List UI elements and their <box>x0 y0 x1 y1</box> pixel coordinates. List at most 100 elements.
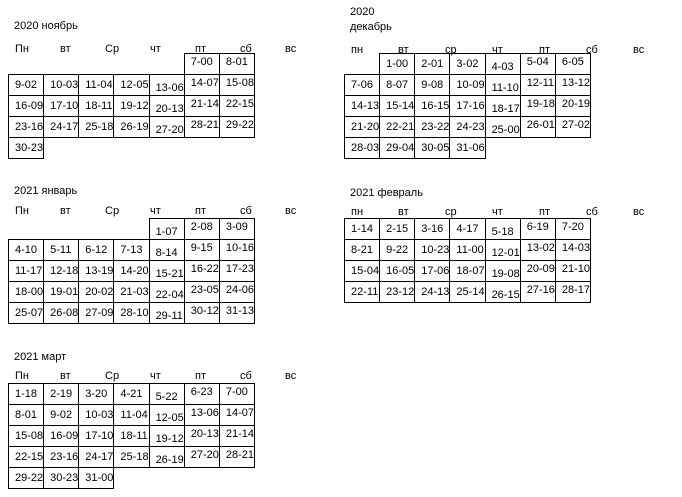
shift-table: 7-00 8-01 9-02 10-03 11-04 12-05 13-06 14-07 15-… <box>7 53 255 159</box>
shift-cell: 14-07 <box>183 74 220 96</box>
weekday-header-wed: ср <box>445 206 457 218</box>
shift-cell: 20-02 <box>78 281 115 303</box>
weekday-header-thu: чт <box>150 205 161 217</box>
shift-cell: 5-18 <box>484 218 521 240</box>
weekday-header-tue: вт <box>60 43 71 55</box>
shift-cell: 25-00 <box>484 116 521 138</box>
weekday-header-row: Пн вт Ср чт пт сб вс <box>8 43 323 55</box>
shift-cell: 7-00 <box>183 53 220 75</box>
shift-cell: 31-06 <box>449 137 486 159</box>
weekday-header-tue: вт <box>60 370 71 382</box>
weekday-header-sat: сб <box>240 370 252 382</box>
empty-cell <box>114 138 149 159</box>
week-row: 4-10 5-11 6-12 7-13 8-14 9-15 10-16 <box>7 239 255 261</box>
shift-cell: 7-06 <box>343 74 381 96</box>
shift-cell: 25-14 <box>449 281 486 303</box>
weekday-header-wed: Ср <box>105 205 120 217</box>
shift-cell: 14-03 <box>554 239 591 261</box>
shift-cell: 7-20 <box>554 218 591 240</box>
shift-cell: 1-07 <box>148 218 185 240</box>
empty-cell <box>44 54 79 75</box>
empty-cell <box>114 54 149 75</box>
shift-cell: 17-10 <box>78 425 115 447</box>
shift-cell: 21-10 <box>554 260 591 282</box>
shift-cell: 10-16 <box>218 239 255 261</box>
shift-cell: 19-12 <box>113 95 150 117</box>
shift-cell: 19-01 <box>43 281 80 303</box>
shift-cell: 17-10 <box>43 95 80 117</box>
shift-cell: 31-13 <box>218 302 255 324</box>
shift-cell: 3-20 <box>78 383 115 405</box>
shift-cell: 2-19 <box>43 383 80 405</box>
shift-cell: 1-14 <box>343 218 381 240</box>
shift-cell: 16-09 <box>7 95 45 117</box>
shift-cell: 12-01 <box>484 239 521 261</box>
shift-cell: 4-17 <box>449 218 486 240</box>
empty-cell <box>79 138 114 159</box>
shift-cell: 15-08 <box>218 74 255 96</box>
empty-cell <box>79 219 114 240</box>
shift-cell: 29-11 <box>148 302 185 324</box>
shift-cell: 16-15 <box>414 95 451 117</box>
shift-cell: 25-18 <box>78 116 115 138</box>
weekday-header-fri: пт <box>195 43 206 55</box>
shift-cell: 27-20 <box>148 116 185 138</box>
shift-cell: 20-13 <box>183 425 220 447</box>
shift-cell: 4-03 <box>484 53 521 75</box>
shift-cell: 26-08 <box>43 302 80 324</box>
shift-cell: 3-16 <box>414 218 451 240</box>
empty-cell <box>114 219 149 240</box>
shift-cell: 20-09 <box>519 260 556 282</box>
shift-cell: 22-11 <box>343 281 381 303</box>
shift-cell: 10-09 <box>449 74 486 96</box>
shift-cell: 13-12 <box>554 74 591 96</box>
week-row: 21-20 22-21 23-22 24-23 25-00 26-01 27-02 <box>343 116 591 138</box>
shift-cell: 23-16 <box>7 116 45 138</box>
shift-cell: 6-05 <box>554 53 591 75</box>
weekday-header-wed: Ср <box>105 370 120 382</box>
weekday-header-sat: сб <box>240 205 252 217</box>
month-title: 2021 март <box>14 351 67 363</box>
weekday-header-wed: ср <box>445 44 457 56</box>
empty-cell <box>44 138 79 159</box>
shift-cell: 12-18 <box>43 260 80 282</box>
shift-cell: 15-21 <box>148 260 185 282</box>
week-row: 25-07 26-08 27-09 28-10 29-11 30-12 31-13 <box>7 302 255 324</box>
month-title: 2021 февраль <box>350 187 423 199</box>
shift-cell: 26-15 <box>484 281 521 303</box>
week-row: 8-01 9-02 10-03 11-04 12-05 13-06 14-07 <box>7 404 255 426</box>
shift-cell: 16-22 <box>183 260 220 282</box>
shift-cell: 28-03 <box>343 137 381 159</box>
shift-cell: 4-10 <box>7 239 45 261</box>
shift-cell: 24-06 <box>218 281 255 303</box>
shift-cell: 23-12 <box>379 281 416 303</box>
week-row: 22-15 23-16 24-17 25-18 26-19 27-20 28-21 <box>7 446 255 468</box>
shift-cell: 30-12 <box>183 302 220 324</box>
weekday-header-mon: Пн <box>15 370 29 382</box>
week-row: 1-18 2-19 3-20 4-21 5-22 6-23 7-00 <box>7 383 255 405</box>
weekday-header-row: Пн вт Ср чт пт сб вс <box>8 205 323 217</box>
shift-cell: 9-22 <box>379 239 416 261</box>
weekday-header-fri: пт <box>195 205 206 217</box>
weekday-header-row: пн вт ср чт пт сб вс <box>344 44 673 56</box>
month-title: 2020 ноябрь <box>14 20 78 32</box>
empty-cell <box>149 54 184 75</box>
shift-cell: 19-12 <box>148 425 185 447</box>
empty-cell <box>149 138 184 159</box>
shift-cell: 18-07 <box>449 260 486 282</box>
weekday-header-thu: чт <box>150 43 161 55</box>
shift-cell: 9-08 <box>414 74 451 96</box>
weekday-header-row: пн вт ср чт пт сб вс <box>344 206 673 218</box>
empty-cell <box>184 138 219 159</box>
week-row: 1-14 2-15 3-16 4-17 5-18 6-19 7-20 <box>343 218 591 240</box>
weekday-header-mon: пн <box>351 206 364 218</box>
shift-cell: 15-04 <box>343 260 381 282</box>
shift-cell: 30-23 <box>43 467 80 489</box>
weekday-header-thu: чт <box>492 206 503 218</box>
week-row: 18-00 19-01 20-02 21-03 22-04 23-05 24-06 <box>7 281 255 303</box>
shift-cell: 17-16 <box>449 95 486 117</box>
shift-cell: 14-13 <box>343 95 381 117</box>
shift-cell: 13-06 <box>148 74 185 96</box>
shift-cell: 9-15 <box>183 239 220 261</box>
